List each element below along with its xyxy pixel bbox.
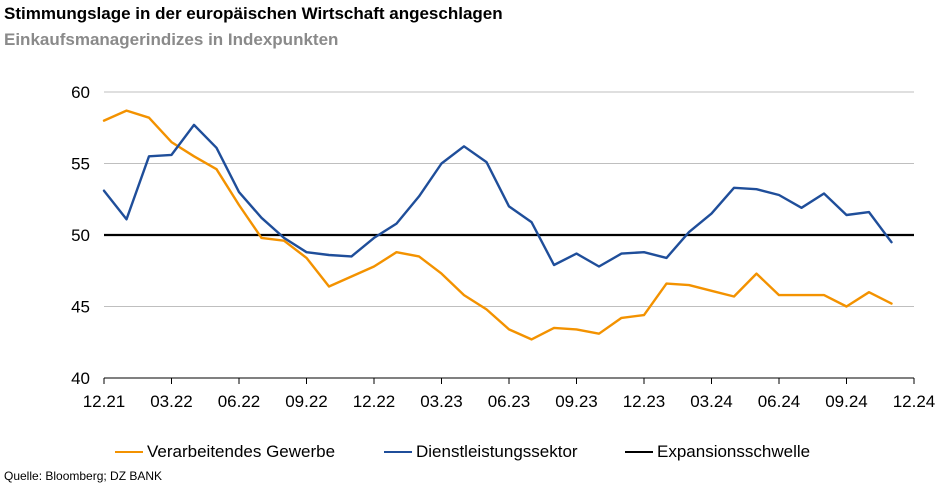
- x-tick-label: 09.24: [825, 392, 868, 411]
- x-tick-label: 06.22: [218, 392, 261, 411]
- x-tick-label: 03.22: [150, 392, 193, 411]
- x-tick-label: 12.24: [893, 392, 936, 411]
- legend-swatch: [384, 451, 412, 453]
- x-tick-label: 06.23: [488, 392, 531, 411]
- legend-swatch: [625, 451, 653, 453]
- y-tick-label: 40: [71, 369, 90, 388]
- legend-label: Dienstleistungssektor: [416, 442, 578, 461]
- series-line-verarbeitendes-gewerbe: [102, 109, 893, 341]
- chart-title: Stimmungslage in der europäischen Wirtsc…: [4, 4, 503, 23]
- line-chart: 40 45 50 55 60 12.21 03.22 06.22 09.22 12.22 03.23…: [71, 83, 936, 411]
- legend-item-verarbeitendes-gewerbe: Verarbeitendes Gewerbe: [115, 442, 335, 462]
- x-tick-label: 06.24: [758, 392, 801, 411]
- x-tick-label: 12.23: [623, 392, 666, 411]
- y-tick-label: 55: [71, 155, 90, 174]
- legend-item-dienstleistungssektor: Dienstleistungssektor: [384, 442, 578, 462]
- legend-label: Verarbeitendes Gewerbe: [147, 442, 336, 461]
- chart-subtitle: Einkaufsmanagerindizes in Indexpunkten: [4, 30, 339, 49]
- y-tick-label: 50: [71, 226, 90, 245]
- legend-swatch: [115, 451, 143, 453]
- x-tick-label: 03.24: [690, 392, 733, 411]
- x-tick-label: 09.23: [555, 392, 598, 411]
- x-tick-label: 12.22: [353, 392, 396, 411]
- legend-item-expansionsschwelle: Expansionsschwelle: [625, 442, 810, 462]
- x-tick-label: 12.21: [83, 392, 126, 411]
- x-tick-label: 09.22: [285, 392, 328, 411]
- y-tick-label: 45: [71, 298, 90, 317]
- chart-legend: Verarbeitendes Gewerbe Dienstleistungsse…: [0, 442, 941, 466]
- source-note: Quelle: Bloomberg; DZ BANK: [4, 469, 163, 483]
- legend-label: Expansionsschwelle: [657, 442, 811, 461]
- y-tick-label: 60: [71, 83, 90, 102]
- x-tick-label: 03.23: [420, 392, 463, 411]
- series-line-dienstleistungssektor: [102, 123, 893, 268]
